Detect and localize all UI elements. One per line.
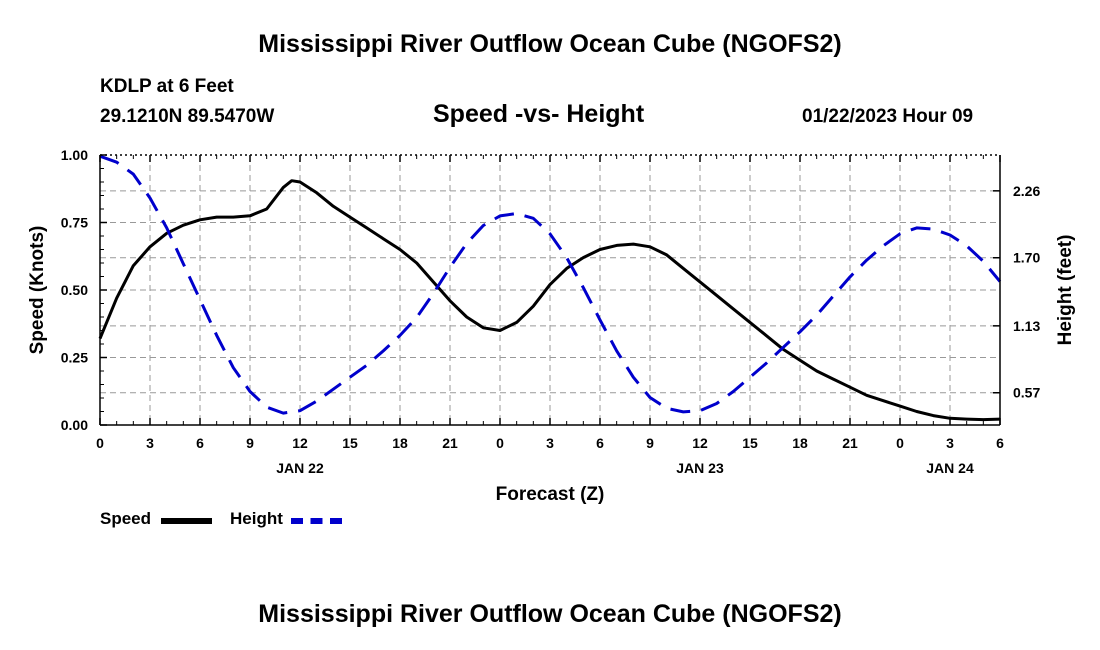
day-label: JAN 23 xyxy=(676,460,724,476)
x-tick-label: 6 xyxy=(996,435,1004,451)
x-tick-label: 3 xyxy=(946,435,954,451)
y-tick-label: 1.00 xyxy=(61,147,88,163)
x-tick-label: 18 xyxy=(792,435,808,451)
legend-speed-label: Speed xyxy=(100,509,152,528)
y2-tick-label: 2.26 xyxy=(1013,183,1040,199)
y-tick-label: 0.25 xyxy=(61,350,88,366)
x-tick-label: 3 xyxy=(146,435,154,451)
series-line-height xyxy=(99,154,1002,415)
y2-tick-label: 0.57 xyxy=(1013,385,1040,401)
x-tick-label: 21 xyxy=(842,435,858,451)
y2-axis-title: Height (feet) xyxy=(1055,235,1076,346)
x-tick-label: 21 xyxy=(442,435,458,451)
y2-tick-label: 1.13 xyxy=(1013,318,1040,334)
x-tick-label: 0 xyxy=(896,435,904,451)
y-tick-label: 0.75 xyxy=(61,215,88,231)
legend-speed-swatch xyxy=(161,518,212,524)
x-tick-label: 0 xyxy=(96,435,104,451)
chart-title: Speed -vs- Height xyxy=(433,100,645,128)
x-tick-label: 12 xyxy=(292,435,308,451)
x-tick-label: 0 xyxy=(496,435,504,451)
x-tick-label: 3 xyxy=(546,435,554,451)
series-line-speed xyxy=(98,179,1001,422)
forecast-datetime: 01/22/2023 Hour 09 xyxy=(802,106,974,127)
x-tick-label: 15 xyxy=(742,435,758,451)
page-title: Mississippi River Outflow Ocean Cube (NG… xyxy=(258,30,842,58)
y-tick-label: 0.50 xyxy=(61,282,88,298)
x-tick-label: 12 xyxy=(692,435,708,451)
page-title-repeat: Mississippi River Outflow Ocean Cube (NG… xyxy=(258,600,842,628)
x-tick-label: 9 xyxy=(646,435,654,451)
y-axis-title: Speed (Knots) xyxy=(27,226,48,355)
day-label: JAN 22 xyxy=(276,460,324,476)
x-axis-title: Forecast (Z) xyxy=(496,484,605,505)
legend-height-label: Height xyxy=(230,509,283,528)
x-tick-label: 9 xyxy=(246,435,254,451)
x-tick-label: 18 xyxy=(392,435,408,451)
day-label: JAN 24 xyxy=(926,460,974,476)
y-tick-label: 0.00 xyxy=(61,417,88,433)
station-coordinates: 29.1210N 89.5470W xyxy=(100,106,275,127)
station-label: KDLP at 6 Feet xyxy=(100,76,234,97)
x-tick-label: 6 xyxy=(596,435,604,451)
x-tick-label: 15 xyxy=(342,435,358,451)
legend-height-swatch xyxy=(291,518,342,524)
y2-tick-label: 1.70 xyxy=(1013,250,1040,266)
x-tick-label: 6 xyxy=(196,435,204,451)
